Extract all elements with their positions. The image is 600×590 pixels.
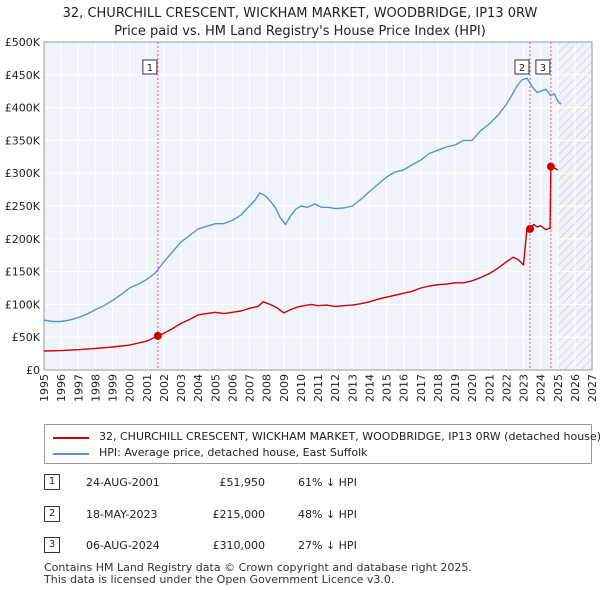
chart-subtitle: Price paid vs. HM Land Registry's House … [114,24,486,39]
x-tick-label: 2024 [535,374,548,402]
transaction-date: 06-AUG-2024 [86,539,160,552]
transaction-price: £310,000 [212,539,266,552]
sale-point [546,162,555,171]
footer-licence: This data is licensed under the Open Gov… [44,573,395,586]
transaction-price: £215,000 [212,508,266,521]
transaction-hpi-diff: 48% ↓ HPI [298,508,357,521]
x-tick-label: 2003 [175,374,188,402]
transaction-badge: 3 [44,537,60,553]
x-tick-label: 2021 [483,374,496,402]
legend-swatch-hpi [53,453,89,455]
x-tick-label: 2019 [449,374,462,402]
x-tick-label: 2015 [381,374,394,402]
marker-badge-label: 1 [147,63,153,74]
x-tick-label: 2025 [552,374,565,402]
x-tick-label: 2002 [158,374,171,402]
x-tick-label: 2006 [226,374,239,402]
x-tick-label: 2013 [346,374,359,402]
x-tick-label: 2020 [466,374,479,402]
x-tick-label: 1997 [72,374,85,402]
transaction-row: 2 18-MAY-2023 £215,000 48% ↓ HPI [0,506,600,526]
x-tick-label: 2010 [295,374,308,402]
marker-badge [514,59,530,75]
transaction-hpi-diff: 27% ↓ HPI [298,539,357,552]
x-tick-label: 2022 [500,374,513,402]
sale-point [153,331,162,340]
x-tick-label: 2009 [278,374,291,402]
x-tick-label: 2018 [432,374,445,402]
y-tick-label: £350K [5,134,41,147]
footer-copyright: Contains HM Land Registry data © Crown c… [44,561,472,574]
transaction-date: 24-AUG-2001 [86,476,160,489]
transaction-badge: 1 [44,474,60,490]
y-tick-label: £400K [5,102,41,115]
sale-point [526,224,535,233]
x-tick-label: 2012 [329,374,342,402]
price-chart: £0 £50K £100K £150K £200K £250K £300K £350K £400… [5,36,599,402]
marker-badge-label: 2 [519,63,525,74]
y-tick-label: £150K [5,266,41,279]
legend-label-property: 32, CHURCHILL CRESCENT, WICKHAM MARKET, … [99,430,600,443]
x-tick-label: 2014 [363,374,376,402]
transaction-row: 3 06-AUG-2024 £310,000 27% ↓ HPI [0,537,600,557]
x-tick-label: 2023 [518,374,531,402]
y-tick-label: £50K [12,331,41,344]
y-tick-label: £300K [5,167,41,180]
x-tick-label: 2007 [244,374,257,402]
y-tick-label: £100K [5,298,41,311]
x-tick-label: 2027 [586,374,599,402]
marker-badge [535,59,551,75]
x-tick-label: 2001 [141,374,154,402]
hpi-line [43,77,562,323]
transaction-badge: 2 [44,506,60,522]
y-tick-label: £250K [5,200,41,213]
transaction-price: £51,950 [219,476,266,489]
y-tick-label: £0 [26,364,40,377]
x-tick-label: 2004 [192,374,205,402]
y-tick-label: £450K [5,69,41,82]
transaction-date: 18-MAY-2023 [86,508,158,521]
marker-badge [142,59,158,75]
transaction-row: 1 24-AUG-2001 £51,950 61% ↓ HPI [0,474,600,494]
x-tick-label: 1998 [89,374,102,402]
chart-title: 32, CHURCHILL CRESCENT, WICKHAM MARKET, … [62,6,538,21]
x-tick-label: 1995 [38,374,51,402]
x-tick-label: 1996 [55,374,68,402]
x-tick-label: 2017 [415,374,428,402]
x-tick-label: 2016 [398,374,411,402]
x-tick-label: 2005 [209,374,222,402]
x-tick-label: 1999 [107,374,120,402]
property-price-line [43,165,559,352]
x-tick-label: 2008 [261,374,274,402]
legend: 32, CHURCHILL CRESCENT, WICKHAM MARKET, … [44,424,600,464]
y-tick-label: £500K [5,36,41,49]
legend-label-hpi: HPI: Average price, detached house, East… [99,446,368,459]
y-tick-label: £200K [5,233,41,246]
transaction-hpi-diff: 61% ↓ HPI [298,476,357,489]
x-tick-label: 2026 [569,374,582,402]
x-tick-label: 2000 [124,374,137,402]
x-tick-label: 2011 [312,374,325,402]
plot-border [43,41,593,371]
marker-badge-label: 3 [540,63,546,74]
legend-swatch-property [53,437,89,439]
